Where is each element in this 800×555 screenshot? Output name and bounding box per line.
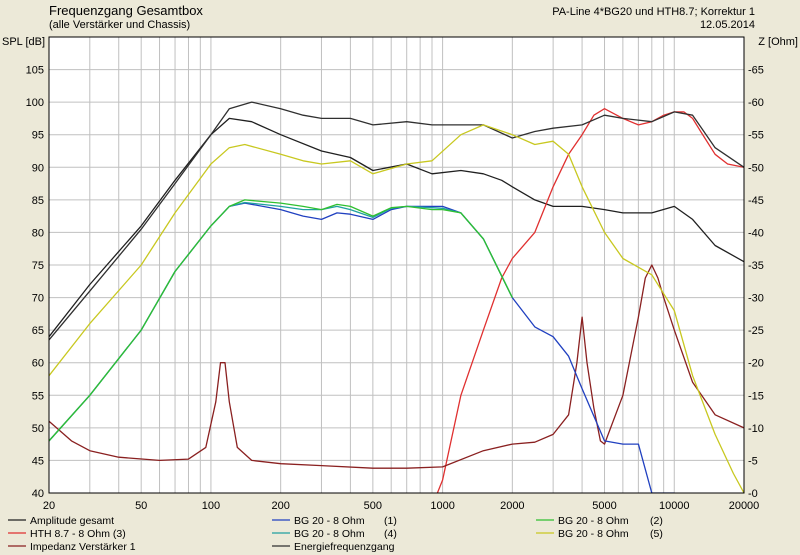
chart-info-line-2: 12.05.2014 bbox=[700, 19, 755, 31]
legend-label-bg5: BG 20 - 8 Ohm bbox=[558, 528, 629, 540]
y-tick-label: 40 bbox=[32, 488, 44, 500]
y2-tick-label: -0 bbox=[748, 488, 758, 500]
legend-label-hth: HTH 8.7 - 8 Ohm (3) bbox=[30, 528, 126, 540]
axis-ticks: 20 50 100 200 500 1000 2000 5000 10000 20000 40 45 5… bbox=[26, 65, 764, 512]
y-tick-label: 50 bbox=[32, 423, 44, 435]
series-lines bbox=[49, 101, 744, 493]
legend-label-bg4: BG 20 - 8 Ohm bbox=[294, 528, 365, 540]
chart-subtitle: (alle Verstärker und Chassis) bbox=[49, 19, 190, 31]
y2-tick-label: -15 bbox=[748, 390, 764, 402]
legend-label-bg2-index: (2) bbox=[650, 515, 663, 527]
x-tick-label: 50 bbox=[135, 500, 147, 512]
y-tick-label: 90 bbox=[32, 162, 44, 174]
legend-label-bg4-index: (4) bbox=[384, 528, 397, 540]
y2-tick-label: -25 bbox=[748, 325, 764, 337]
series-line-bg-20-8-ohm-5 bbox=[49, 124, 744, 493]
x-tick-label: 20000 bbox=[729, 500, 760, 512]
y-tick-label: 95 bbox=[32, 130, 44, 142]
legend-label-bg1-index: (1) bbox=[384, 515, 397, 527]
legend: Amplitude gesamt BG 20 - 8 Ohm (1) BG 20… bbox=[8, 515, 663, 553]
x-tick-label: 10000 bbox=[659, 500, 690, 512]
x-tick-label: 5000 bbox=[592, 500, 616, 512]
series-line-energiefrequenzgang bbox=[49, 101, 744, 341]
y2-tick-label: -35 bbox=[748, 260, 764, 272]
legend-label-energy: Energiefrequenzgang bbox=[294, 541, 395, 553]
x-tick-label: 500 bbox=[364, 500, 382, 512]
legend-label-amplitude: Amplitude gesamt bbox=[30, 515, 114, 527]
y-tick-label: 55 bbox=[32, 390, 44, 402]
y2-axis-label: Z [Ohm] bbox=[758, 36, 798, 48]
y2-tick-label: -30 bbox=[748, 293, 764, 305]
chart-info-line-1: PA-Line 4*BG20 und HTH8.7; Korrektur 1 bbox=[552, 6, 755, 18]
y2-tick-label: -45 bbox=[748, 195, 764, 207]
series-line-impedanz-verst-rker-1 bbox=[49, 264, 744, 469]
x-tick-label: 200 bbox=[271, 500, 289, 512]
y-tick-label: 70 bbox=[32, 293, 44, 305]
y-tick-label: 60 bbox=[32, 358, 44, 370]
legend-label-bg2: BG 20 - 8 Ohm bbox=[558, 515, 629, 527]
y-tick-label: 105 bbox=[26, 65, 44, 77]
series-line-hth-8-7-8-ohm-3 bbox=[436, 108, 744, 493]
legend-label-bg5-index: (5) bbox=[650, 528, 663, 540]
y2-tick-label: -40 bbox=[748, 227, 764, 239]
series-line-amplitude-gesamt bbox=[49, 117, 744, 338]
y2-tick-label: -55 bbox=[748, 130, 764, 142]
x-tick-label: 2000 bbox=[500, 500, 524, 512]
y-axis-label: SPL [dB] bbox=[2, 36, 45, 48]
y2-tick-label: -10 bbox=[748, 423, 764, 435]
chart-title: Frequenzgang Gesamtbox bbox=[49, 3, 203, 18]
x-tick-label: 100 bbox=[202, 500, 220, 512]
y-tick-label: 85 bbox=[32, 195, 44, 207]
legend-label-bg1: BG 20 - 8 Ohm bbox=[294, 515, 365, 527]
y2-tick-label: -65 bbox=[748, 65, 764, 77]
x-tick-label: 20 bbox=[43, 500, 55, 512]
y-tick-label: 75 bbox=[32, 260, 44, 272]
y-tick-label: 45 bbox=[32, 455, 44, 467]
y2-tick-label: -20 bbox=[748, 358, 764, 370]
y-tick-label: 100 bbox=[26, 97, 44, 109]
x-tick-label: 1000 bbox=[430, 500, 454, 512]
y2-tick-label: -50 bbox=[748, 162, 764, 174]
y-tick-label: 65 bbox=[32, 325, 44, 337]
y-tick-label: 80 bbox=[32, 227, 44, 239]
legend-label-impedance: Impedanz Verstärker 1 bbox=[30, 541, 136, 553]
series-line-bg-20-8-ohm-2 bbox=[49, 199, 513, 442]
plot-frame bbox=[48, 36, 745, 494]
y2-tick-label: -60 bbox=[748, 97, 764, 109]
y2-tick-label: -5 bbox=[748, 455, 758, 467]
